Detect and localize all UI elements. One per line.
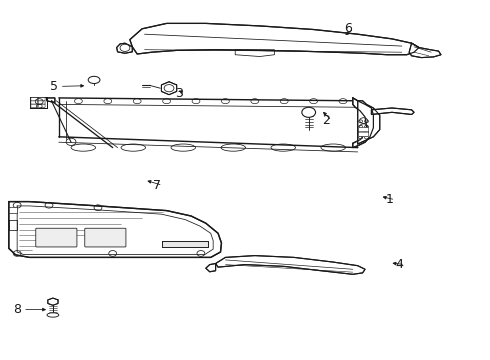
FancyBboxPatch shape	[85, 228, 126, 247]
Ellipse shape	[164, 85, 174, 92]
Text: 3: 3	[175, 87, 183, 100]
Text: 5: 5	[50, 80, 58, 93]
Ellipse shape	[47, 313, 59, 317]
FancyBboxPatch shape	[38, 98, 45, 101]
Polygon shape	[409, 43, 441, 58]
Ellipse shape	[88, 76, 100, 84]
FancyBboxPatch shape	[9, 207, 18, 213]
Ellipse shape	[120, 44, 130, 51]
Polygon shape	[358, 101, 380, 144]
Text: 7: 7	[153, 179, 161, 192]
Polygon shape	[130, 23, 419, 55]
Polygon shape	[162, 241, 208, 247]
FancyBboxPatch shape	[31, 101, 38, 104]
FancyBboxPatch shape	[359, 132, 368, 136]
Ellipse shape	[302, 107, 316, 117]
Polygon shape	[353, 98, 373, 148]
Polygon shape	[48, 298, 58, 305]
Text: 6: 6	[344, 22, 352, 35]
Text: 1: 1	[386, 193, 393, 206]
Polygon shape	[206, 264, 216, 272]
Text: 2: 2	[322, 114, 330, 127]
FancyBboxPatch shape	[36, 228, 77, 247]
Polygon shape	[161, 82, 177, 95]
FancyBboxPatch shape	[38, 101, 45, 104]
Polygon shape	[9, 202, 221, 257]
Polygon shape	[30, 97, 47, 108]
Polygon shape	[47, 98, 55, 103]
Text: 8: 8	[13, 303, 21, 316]
Polygon shape	[117, 43, 132, 53]
FancyBboxPatch shape	[31, 98, 38, 101]
Polygon shape	[216, 256, 365, 274]
Polygon shape	[371, 108, 414, 114]
Text: 4: 4	[395, 258, 403, 271]
FancyBboxPatch shape	[359, 127, 368, 132]
FancyBboxPatch shape	[38, 104, 45, 107]
FancyBboxPatch shape	[31, 104, 38, 107]
